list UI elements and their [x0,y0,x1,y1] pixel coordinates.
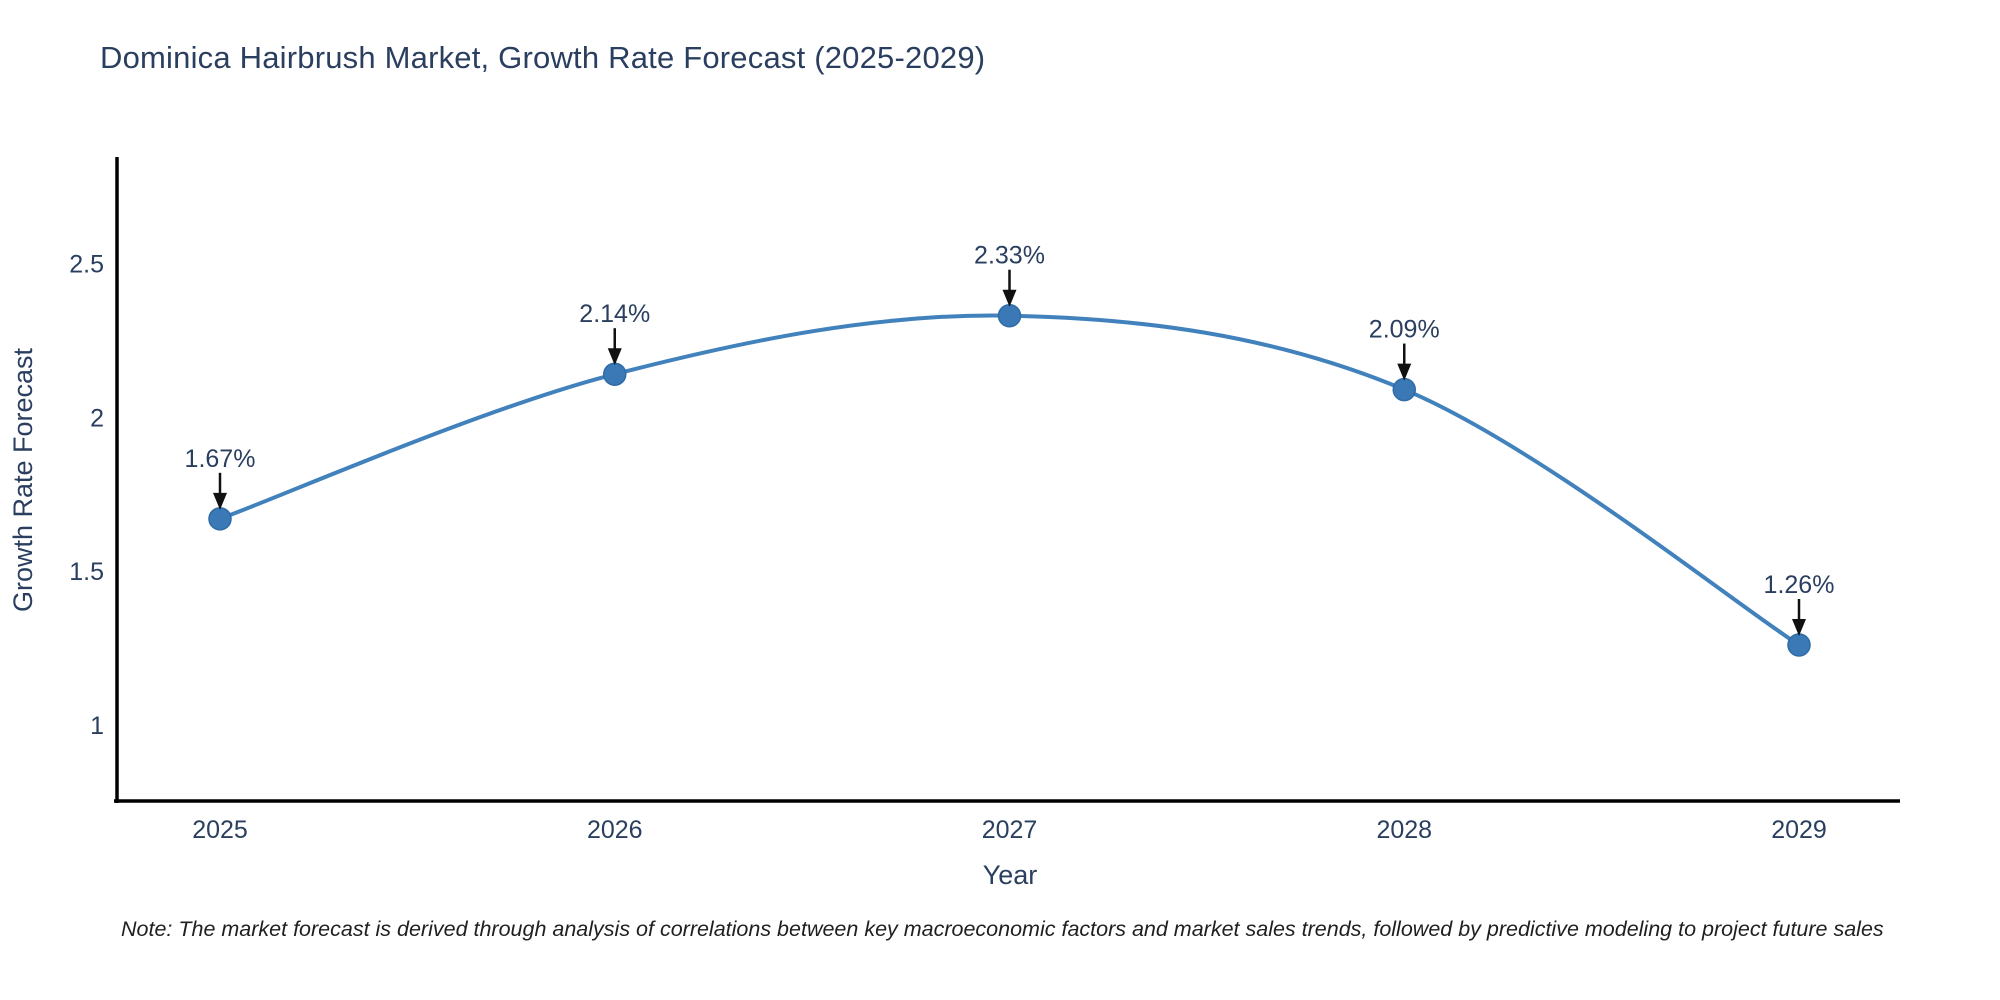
x-axis-title: Year [983,860,1038,890]
y-tick-label: 2.5 [69,250,104,278]
annotation-arrowhead [1002,289,1017,307]
annotation-label: 2.14% [579,300,650,328]
annotation-arrowhead [213,492,227,510]
forecast-spline-line [219,313,1801,647]
x-tick-label: 2025 [192,816,248,844]
y-axis-title: Growth Rate Forecast [8,347,38,612]
data-point-marker [997,303,1022,328]
chart-footnote: Note: The market forecast is derived thr… [121,917,1884,941]
x-tick-label: 2029 [1771,816,1827,844]
data-point-marker [1392,377,1416,402]
x-tick-label: 2028 [1376,816,1432,844]
data-point-marker [208,507,232,531]
y-tick-label: 1 [90,712,104,740]
chart-title: Dominica Hairbrush Market, Growth Rate F… [100,40,986,75]
y-tick-label: 1.5 [69,558,104,586]
annotation-arrowhead [1792,618,1806,636]
annotation-arrowhead [1397,363,1412,381]
annotation-label: 1.67% [185,445,256,473]
data-point-marker [1787,633,1811,657]
x-tick-label: 2026 [587,816,643,844]
annotation-label: 2.33% [974,242,1045,270]
annotation-label: 2.09% [1369,316,1440,344]
data-point-marker [603,362,627,386]
x-tick-label: 2027 [982,816,1038,844]
annotation-arrowhead [607,348,622,366]
y-tick-label: 2 [90,404,104,432]
annotation-label: 1.26% [1764,571,1835,599]
